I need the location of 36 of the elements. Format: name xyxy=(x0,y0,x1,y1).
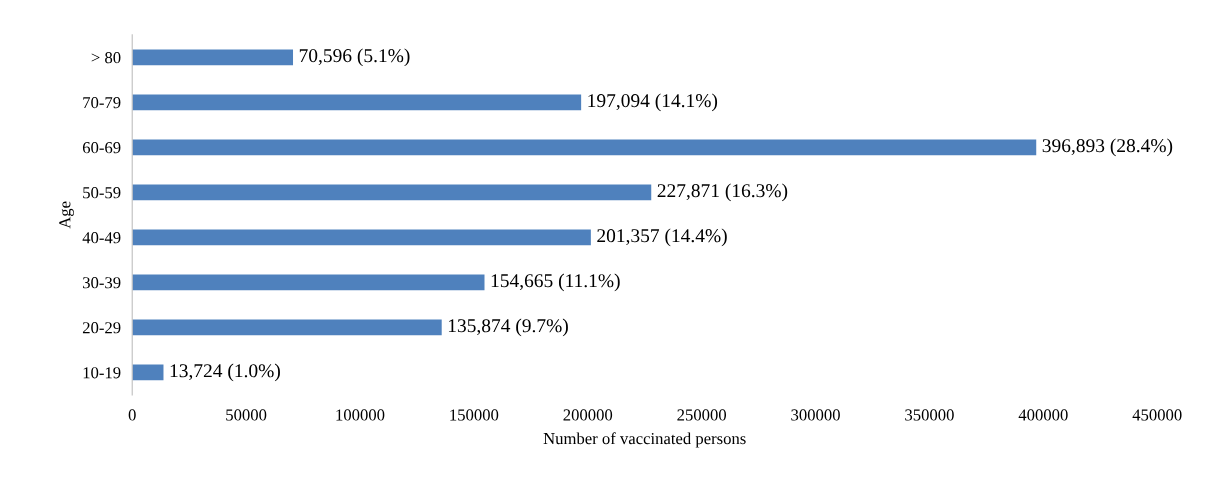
bar xyxy=(132,319,442,336)
x-tick-label: 250000 xyxy=(677,409,727,421)
x-tick-label: 0 xyxy=(128,409,136,421)
y-tick-label: 20-29 xyxy=(82,322,121,334)
x-axis-title: Number of vaccinated persons xyxy=(543,432,746,448)
y-tick-label: 30-39 xyxy=(83,277,121,289)
bar xyxy=(132,364,164,381)
data-label: 227,871 (16.3%) xyxy=(657,183,788,202)
x-tick-label: 150000 xyxy=(450,409,499,421)
data-label: 13,724 (1.0%) xyxy=(170,363,280,382)
data-label: 201,357 (14.4%) xyxy=(597,228,727,247)
y-tick-label: 70-79 xyxy=(83,97,121,109)
y-tick-label: 60-69 xyxy=(82,142,121,154)
data-label: 154,665 (11.1%) xyxy=(491,273,620,292)
bar xyxy=(132,184,652,201)
bar xyxy=(132,94,582,111)
y-tick-label: 10-19 xyxy=(83,367,121,379)
x-tick-label: 100000 xyxy=(336,409,385,421)
bar xyxy=(132,229,591,246)
data-label: 396,893 (28.4%) xyxy=(1042,138,1173,157)
x-tick-label: 450000 xyxy=(1132,409,1182,421)
x-tick-label: 300000 xyxy=(791,409,840,421)
x-tick-label: 50000 xyxy=(226,409,267,421)
bar xyxy=(132,139,1037,156)
y-tick-label: > 80 xyxy=(91,52,121,64)
x-tick-label: 350000 xyxy=(905,409,954,421)
bar xyxy=(132,49,294,66)
y-axis-title: Age xyxy=(59,201,74,229)
y-tick-label: 50-59 xyxy=(83,187,121,199)
data-label: 135,874 (9.7%) xyxy=(448,318,568,337)
x-tick-label: 400000 xyxy=(1018,409,1068,421)
bar xyxy=(132,274,485,291)
data-label: 197,094 (14.1%) xyxy=(588,93,718,112)
y-tick-label: 40-49 xyxy=(82,232,121,244)
x-tick-label: 200000 xyxy=(563,409,613,421)
data-label: 70,596 (5.1%) xyxy=(299,48,410,67)
